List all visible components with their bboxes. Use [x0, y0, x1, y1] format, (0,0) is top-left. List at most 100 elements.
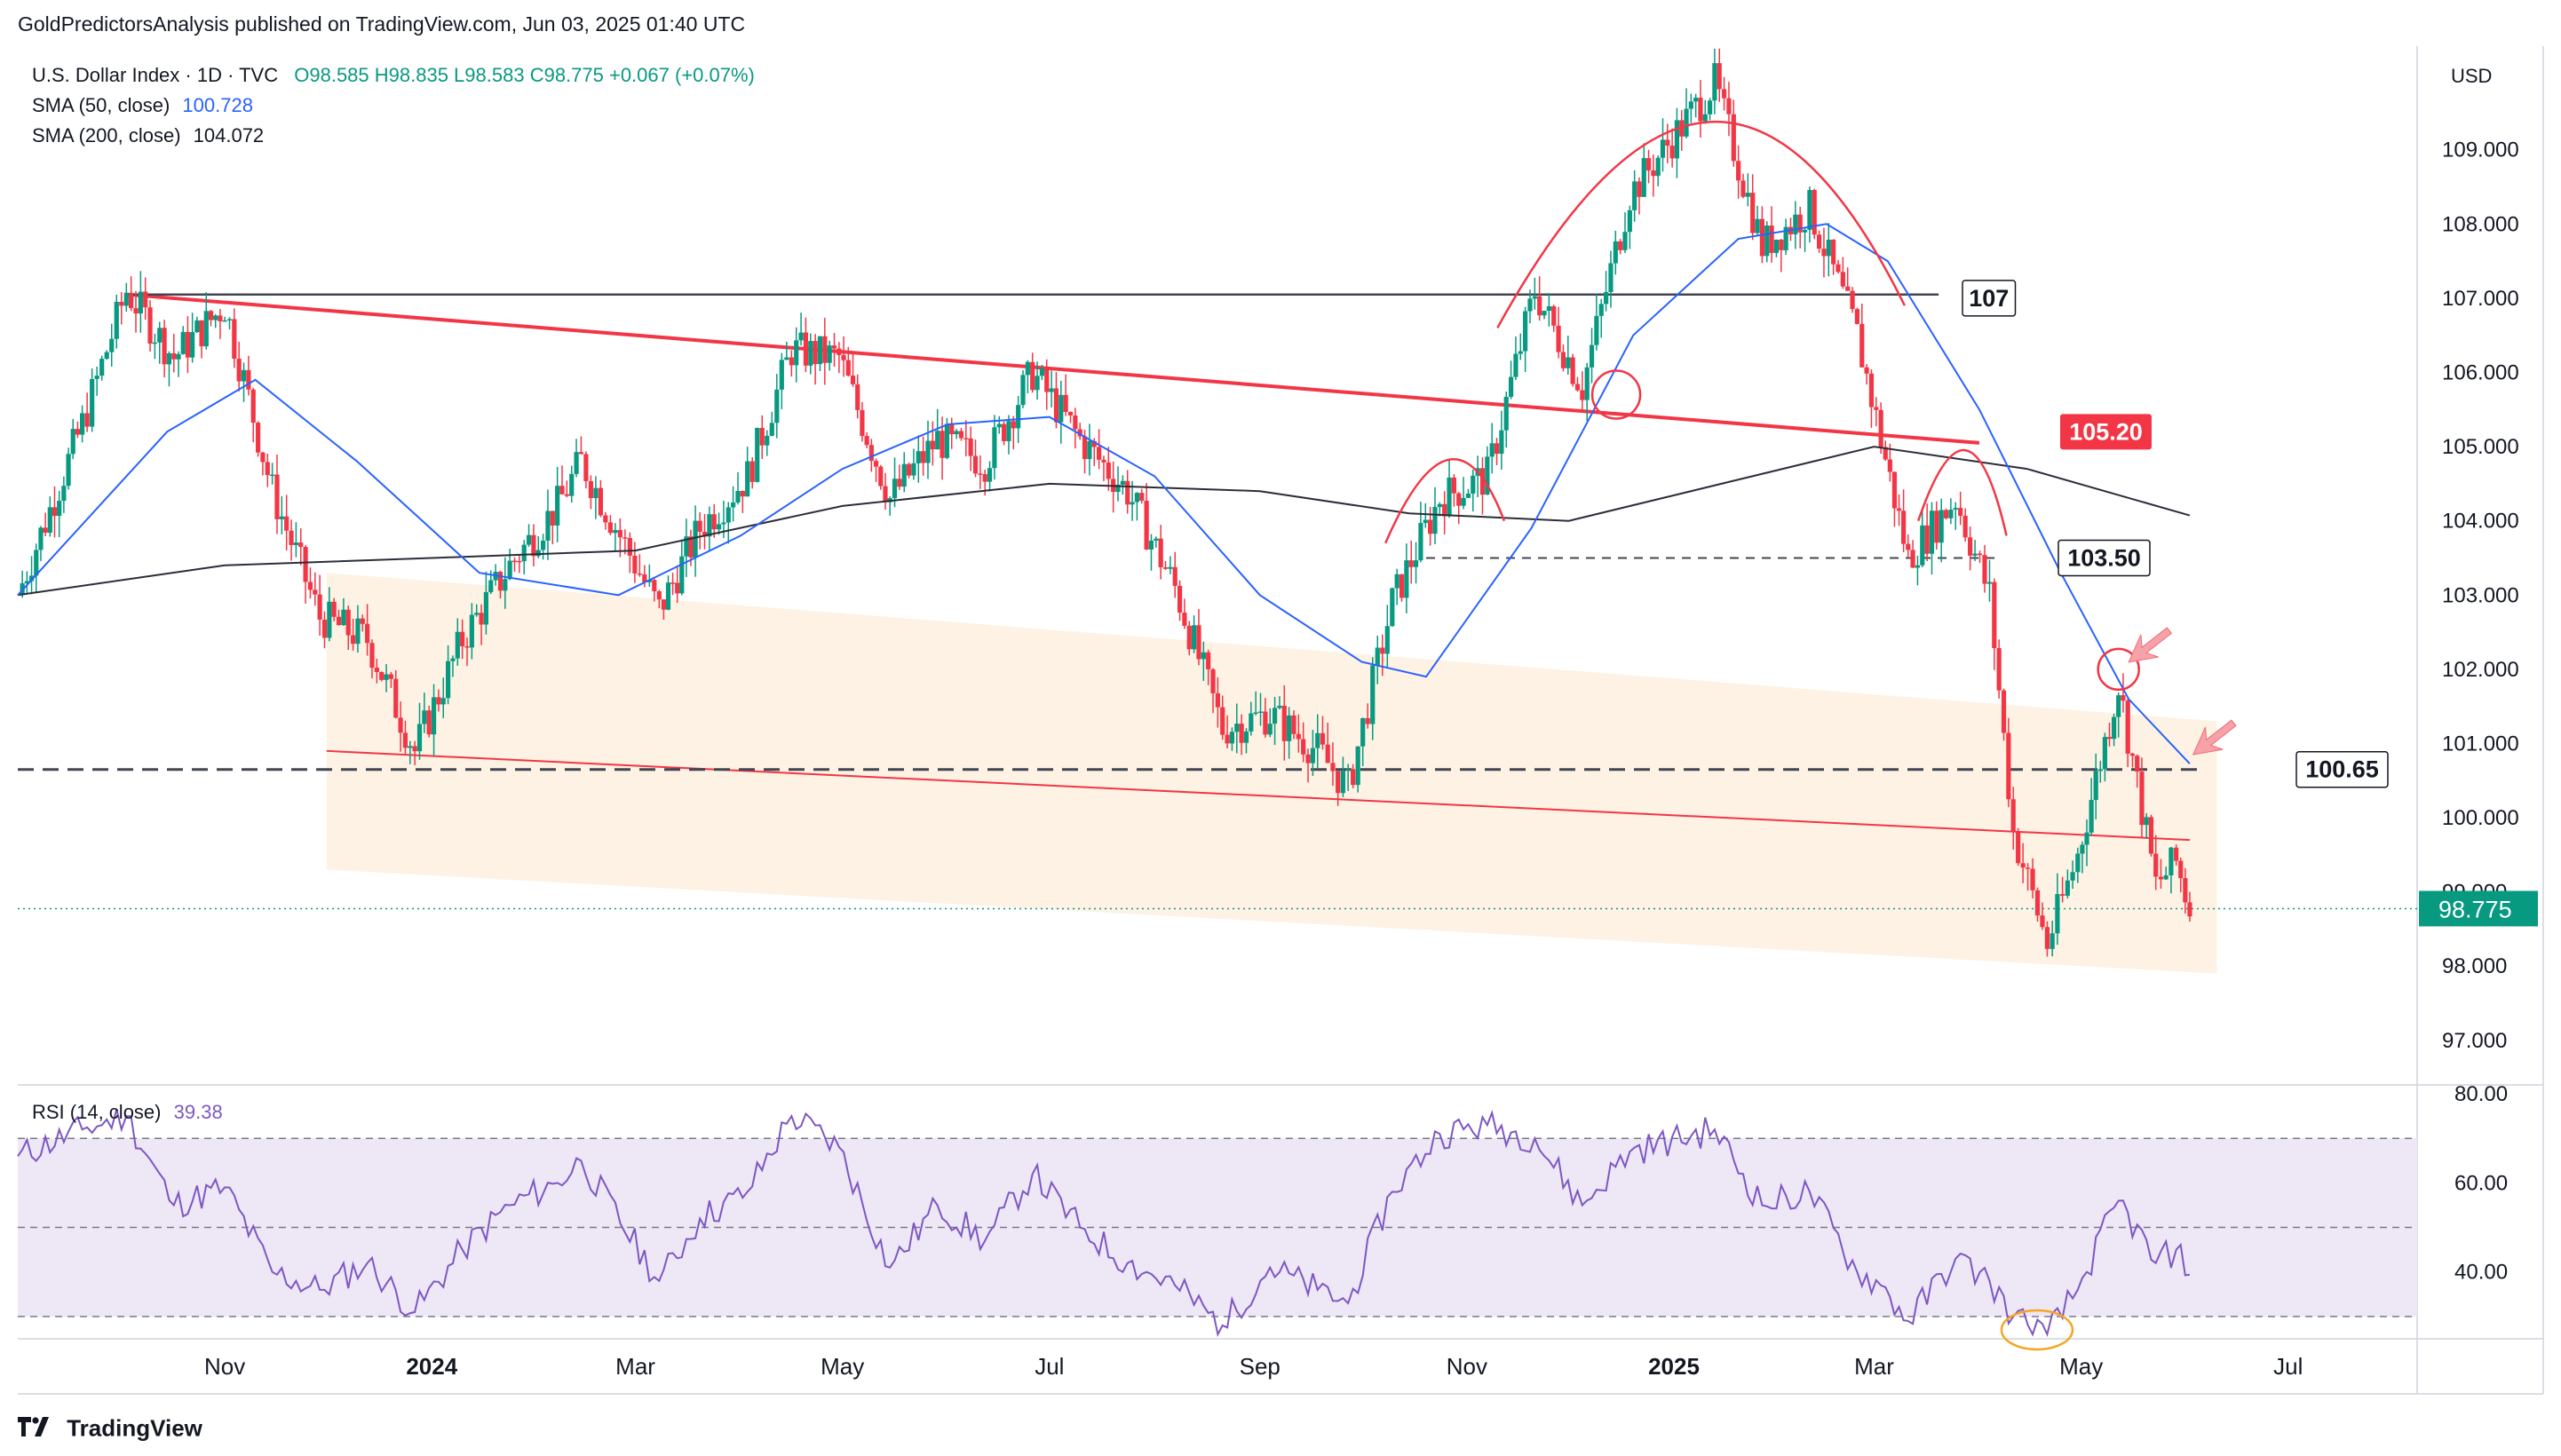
candle-body — [740, 490, 745, 497]
candle-body — [2006, 732, 2011, 800]
candle-body — [1365, 717, 1370, 724]
candle-body — [784, 357, 789, 360]
candle-body — [1168, 566, 1173, 569]
candle-body — [293, 542, 298, 545]
candle-body — [1277, 705, 1282, 708]
candle-body — [1977, 553, 1983, 556]
candle-body — [1906, 543, 1911, 550]
candle-body — [2102, 737, 2107, 770]
candle-body — [749, 461, 755, 482]
candle-body — [2001, 690, 2007, 733]
candle-body — [1740, 180, 1746, 197]
candle-body — [1878, 409, 1883, 447]
candle-body — [841, 354, 846, 360]
candle-body — [90, 378, 95, 427]
candle-body — [935, 431, 940, 450]
candle-body — [75, 429, 81, 435]
candle-body — [836, 348, 842, 355]
candle-body — [2125, 700, 2130, 754]
candle-body — [143, 291, 148, 308]
candle-body — [1044, 368, 1050, 392]
level-label-107-box — [1962, 280, 2017, 317]
candle-body — [883, 486, 888, 502]
candle-body — [688, 536, 694, 558]
candle-body — [545, 510, 551, 541]
candle-body — [374, 668, 379, 672]
candle-body — [2060, 894, 2065, 896]
candle-body — [1011, 421, 1016, 429]
candle-body — [652, 580, 657, 592]
candle-body — [2183, 878, 2188, 903]
price-channel-zone — [326, 573, 2217, 974]
candle-body — [1489, 443, 1495, 457]
candle-body — [598, 487, 603, 516]
level-label-100-65-box — [2295, 750, 2389, 788]
candle-body — [2187, 902, 2192, 917]
candle-body — [1598, 304, 1604, 316]
candle-body — [203, 311, 209, 347]
candle-body — [1144, 501, 1149, 550]
candle-body — [1384, 626, 1390, 654]
candle-body — [627, 537, 632, 556]
candle-body — [270, 474, 275, 477]
footer-brand[interactable]: TradingView — [18, 1413, 202, 1443]
candle-body — [1645, 158, 1652, 170]
candle-body — [642, 574, 647, 582]
candle-body — [1920, 525, 1925, 566]
candle-body — [2106, 737, 2113, 740]
candle-body — [1148, 540, 1154, 550]
candle-body — [1125, 480, 1130, 505]
candle-body — [488, 580, 494, 592]
candle-body — [1736, 161, 1741, 181]
candle-body — [1287, 715, 1292, 741]
candle-body — [949, 423, 955, 435]
candle-body — [474, 613, 480, 615]
candle-body — [1106, 462, 1111, 479]
candle-body — [321, 619, 328, 638]
candle-body — [416, 724, 423, 752]
candle-body — [531, 534, 536, 557]
arrow-icon — [2192, 719, 2237, 756]
candle-body — [1726, 98, 1732, 115]
candle-body — [711, 514, 717, 530]
candle-body — [1073, 415, 1078, 430]
candle-body — [1783, 226, 1788, 250]
candle-body — [2025, 867, 2031, 869]
candle-body — [637, 573, 642, 575]
candle-body — [147, 307, 153, 344]
candle-body — [1924, 525, 1930, 554]
candle-body — [1451, 477, 1456, 494]
candle-body — [987, 468, 993, 482]
candle-body — [1196, 625, 1201, 660]
candle-body — [765, 435, 770, 446]
candle-body — [1688, 101, 1693, 109]
candle-body — [1702, 114, 1708, 122]
candle-body — [559, 486, 565, 495]
candle-body — [1556, 325, 1561, 352]
candle-body — [1215, 692, 1220, 708]
candle-body — [954, 431, 959, 435]
candle-body — [1802, 229, 1808, 233]
candle-body — [365, 623, 370, 644]
candle-body — [855, 384, 860, 410]
candle-body — [2121, 695, 2126, 701]
candle-body — [940, 431, 945, 458]
candle-body — [213, 315, 218, 320]
candle-body — [2163, 874, 2169, 880]
candle-body — [2158, 876, 2164, 880]
candle-body — [617, 529, 622, 538]
price-tick-label: 104.000 — [2442, 510, 2519, 534]
price-tick-label: 98.000 — [2442, 954, 2507, 978]
candle-body — [307, 582, 313, 590]
candle-body — [1864, 367, 1869, 374]
candle-body — [1684, 108, 1689, 137]
candle-body — [1030, 361, 1035, 391]
candle-body — [446, 661, 451, 699]
candle-body — [1627, 210, 1632, 233]
candle-body — [384, 674, 389, 680]
candle-body — [2034, 890, 2041, 916]
price-tick-label: 100.000 — [2442, 806, 2519, 830]
candle-body — [289, 530, 294, 545]
